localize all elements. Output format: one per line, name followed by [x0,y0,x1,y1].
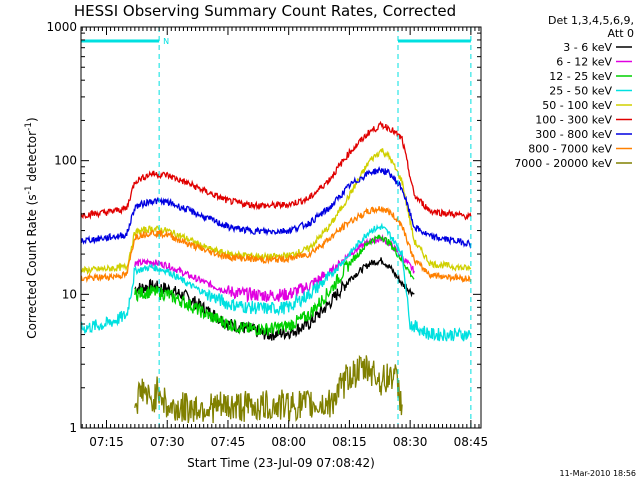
legend-label: 12 - 25 keV [549,70,612,83]
x-tick-label: 08:00 [271,435,306,449]
y-tick-label: 100 [54,154,77,168]
x-axis-label: Start Time (23-Jul-09 07:08:42) [187,456,375,470]
legend-label: 25 - 50 keV [549,85,612,98]
legend-label: 3 - 6 keV [563,41,612,54]
legend: Det 1,3,4,5,6,9, Att 0 3 - 6 keV 6 - 12 k… [514,14,634,170]
series-layer [81,120,472,424]
series-line-5 [81,120,472,221]
series-line-2 [134,234,415,336]
legend-label: 50 - 100 keV [542,99,612,112]
x-axis: 07:15 07:30 07:45 08:00 08:15 08:30 08:45 [81,27,489,449]
series-line-7 [81,206,472,284]
legend-header-line2: Att 0 [608,27,634,40]
legend-label: 300 - 800 keV [535,128,612,141]
chart-title: HESSI Observing Summary Count Rates, Cor… [74,2,456,20]
y-axis: 1 10 100 1000 [46,20,481,435]
y-axis-label-end: ) [25,117,39,122]
y-axis-label: Corrected Count Rate (s-1 detector-1) [24,117,39,338]
y-axis-label-sup2: -1 [24,122,34,131]
time-markers [158,27,472,428]
series-line-6 [81,165,472,250]
series-line-0 [134,257,415,341]
legend-label: 100 - 300 keV [535,114,612,127]
night-intervals: N [81,37,471,46]
footer-timestamp: 11-Mar-2010 18:56 [560,469,637,478]
series-line-3 [81,222,471,342]
x-tick-label: 08:30 [393,435,428,449]
y-axis-label-main: Corrected Count Rate (s [25,194,39,338]
x-tick-label: 07:45 [211,435,246,449]
y-axis-label-mid: detector [25,131,39,186]
y-axis-label-sup1: -1 [24,185,34,194]
legend-label: 6 - 12 keV [556,56,612,69]
legend-label: 800 - 7000 keV [528,143,612,156]
series-line-8 [134,354,403,424]
x-tick-label: 08:45 [454,435,489,449]
y-tick-label: 10 [62,287,77,301]
legend-label: 7000 - 20000 keV [514,157,612,170]
x-tick-label: 08:15 [332,435,367,449]
night-marker-label: N [163,37,169,46]
y-tick-label: 1000 [46,20,77,34]
x-tick-label: 07:15 [89,435,124,449]
legend-header-line1: Det 1,3,4,5,6,9, [548,14,634,27]
x-tick-label: 07:30 [150,435,185,449]
y-tick-label: 1 [69,421,77,435]
